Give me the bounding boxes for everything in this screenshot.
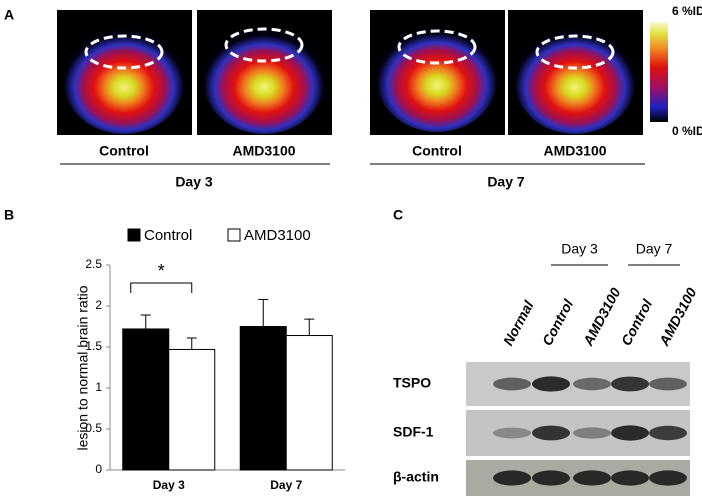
blot-band [611, 376, 649, 392]
y-tick-label: 1.5 [85, 339, 102, 353]
lane-label: AMD3100 [579, 285, 623, 349]
legend-swatch [127, 228, 141, 242]
blot-band [611, 425, 649, 441]
pet-images [57, 10, 668, 165]
legend-label: Control [144, 227, 192, 244]
day-label: Day 3 [561, 241, 598, 257]
blot-band [649, 425, 687, 441]
bar [285, 335, 333, 471]
lane-label: Control [539, 296, 577, 348]
legend-label: AMD3100 [244, 227, 311, 244]
blot-band [493, 470, 531, 486]
condition-label: AMD3100 [232, 143, 295, 159]
lane-label: AMD3100 [655, 285, 699, 349]
colorbar-min: 0 %ID/g [672, 124, 702, 138]
condition-label: Control [99, 143, 149, 159]
condition-label: Control [412, 143, 462, 159]
blot-band [493, 427, 531, 439]
roi [397, 29, 477, 65]
pet-signal [377, 28, 497, 132]
x-tick-label: Day 3 [153, 478, 185, 492]
panel-label: A [4, 7, 14, 23]
lane-label: Control [618, 296, 656, 348]
panel-label: B [4, 207, 14, 223]
roi [535, 34, 615, 70]
blot-band [649, 470, 687, 486]
blot-band [532, 470, 570, 486]
blot-band [493, 377, 531, 391]
blot-band [532, 425, 570, 441]
blot-band [573, 427, 611, 439]
roi [84, 34, 164, 70]
pet-signal [204, 30, 324, 134]
row-label: β-actin [393, 469, 439, 485]
day-label: Day 7 [487, 174, 525, 190]
pet-signal [64, 30, 184, 134]
x-tick-label: Day 7 [270, 478, 302, 492]
legend-swatch [227, 228, 241, 242]
condition-label: AMD3100 [543, 143, 606, 159]
bar [122, 328, 170, 471]
colorbar-max: 6 %ID/g [672, 4, 702, 18]
lane-label: Normal [500, 297, 537, 348]
y-tick-label: 0 [95, 462, 102, 476]
blot-band [573, 377, 611, 391]
roi [224, 27, 304, 63]
annotation: * [158, 261, 165, 281]
row-label: SDF-1 [393, 424, 434, 440]
bar [239, 326, 287, 471]
blot-band [573, 470, 611, 486]
bar [168, 348, 216, 471]
blot-band [532, 376, 570, 392]
blot-band [649, 377, 687, 391]
y-tick-label: 2.5 [85, 257, 102, 271]
row-label: TSPO [393, 375, 431, 391]
pet-signal [515, 30, 635, 134]
y-tick-label: 1 [95, 380, 102, 394]
colorbar [650, 22, 668, 122]
day-label: Day 3 [175, 174, 213, 190]
y-tick-label: 2 [95, 298, 102, 312]
significance-bracket [130, 282, 193, 293]
day-label: Day 7 [636, 241, 673, 257]
y-tick-label: 0.5 [85, 421, 102, 435]
panel-label: C [393, 207, 403, 223]
y-axis-label: lesion to normal brain ratio [75, 285, 91, 450]
blot-band [611, 470, 649, 486]
